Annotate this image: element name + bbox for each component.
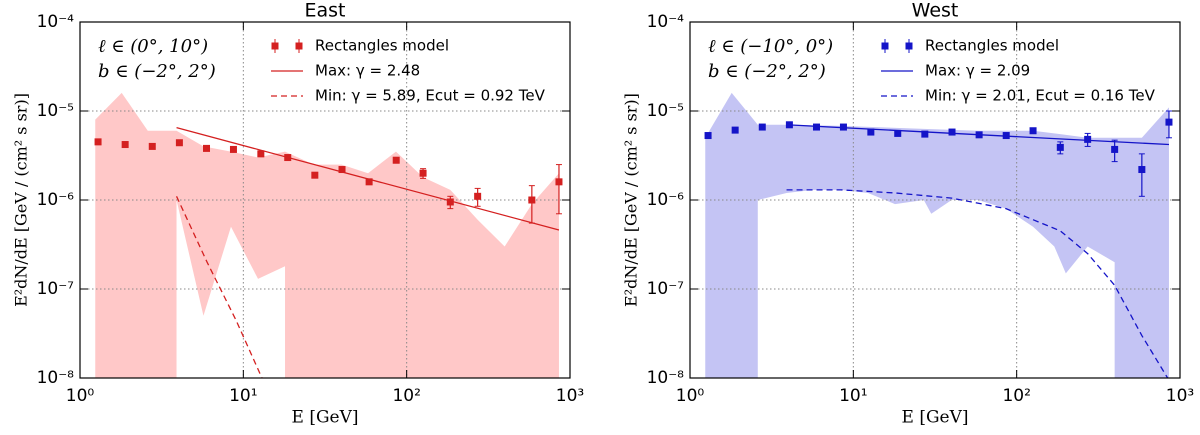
y-tick-label: 10⁻⁷ — [647, 279, 685, 299]
data-point — [921, 130, 929, 138]
data-point — [1138, 166, 1146, 174]
data-point — [867, 128, 875, 136]
y-tick-label: 10⁻⁵ — [37, 101, 74, 121]
y-tick-label: 10⁻⁶ — [647, 190, 685, 210]
y-axis-label: E²dN/dE [GeV / (cm² s sr)] — [12, 93, 31, 307]
panel: 10⁰ 10¹ 10² 10³ 10⁻⁸ 10⁻⁷ 10⁻⁶ 10⁻⁵ 10⁻⁴ Rectangl… — [622, 0, 1195, 428]
x-tick-label: 10⁰ — [676, 386, 705, 406]
y-tick-label: 10⁻⁷ — [37, 279, 75, 299]
data-point — [175, 139, 183, 147]
data-point — [1111, 145, 1119, 153]
data-point — [1165, 118, 1173, 126]
annotation: b ∈ (−2°, 2°) — [98, 61, 216, 82]
x-axis-label: E [GeV] — [902, 408, 969, 428]
legend-label: Rectangles model — [925, 37, 1059, 55]
legend-label: Rectangles model — [315, 37, 449, 55]
model-line — [176, 127, 560, 231]
y-tick-label: 10⁻⁸ — [647, 368, 685, 388]
y-tick-label: 10⁻⁶ — [37, 190, 75, 210]
x-tick-label: 10⁰ — [66, 386, 95, 406]
x-tick-label: 10³ — [556, 386, 584, 406]
model-line — [786, 124, 1170, 146]
data-point — [1084, 135, 1092, 143]
legend-marker — [295, 42, 303, 50]
legend-marker — [905, 42, 913, 50]
annotation: ℓ ∈ (0°, 10°) — [98, 36, 208, 57]
legend-marker — [271, 42, 279, 50]
uncertainty-band — [705, 92, 1169, 378]
data-point — [257, 150, 265, 158]
y-tick-label: 10⁻⁵ — [647, 101, 684, 121]
chart-title: West — [912, 0, 959, 22]
y-axis-label: E²dN/dE [GeV / (cm² s sr)] — [622, 93, 641, 307]
annotation: ℓ ∈ (−10°, 0°) — [708, 36, 833, 57]
data-point — [229, 145, 237, 153]
chart-title: East — [305, 0, 346, 22]
data-point — [392, 156, 400, 164]
model-line — [175, 196, 263, 378]
y-tick-label: 10⁻⁴ — [647, 12, 685, 32]
data-point — [338, 166, 346, 174]
data-point — [894, 129, 902, 137]
data-point — [758, 123, 766, 131]
data-point — [1029, 127, 1037, 135]
data-point — [948, 128, 956, 136]
panel: 10⁰ 10¹ 10² 10³ 10⁻⁸ 10⁻⁷ 10⁻⁶ 10⁻⁵ 10⁻⁴ Rectangl… — [12, 0, 585, 428]
data-point — [148, 142, 156, 150]
x-tick-label: 10² — [392, 386, 420, 406]
data-point — [311, 171, 319, 179]
x-tick-label: 10¹ — [839, 386, 867, 406]
data-point — [474, 192, 482, 200]
annotation: b ∈ (−2°, 2°) — [708, 61, 826, 82]
legend-label: Max: γ = 2.09 — [925, 62, 1030, 80]
y-tick-label: 10⁻⁸ — [37, 368, 75, 388]
legend-label: Min: γ = 2.01, Ecut = 0.16 TeV — [925, 87, 1156, 105]
x-axis-label: E [GeV] — [292, 408, 359, 428]
data-point — [731, 126, 739, 134]
legend-marker — [881, 42, 889, 50]
plot-frame — [689, 21, 1181, 379]
data-point — [446, 198, 454, 206]
x-tick-label: 10² — [1002, 386, 1030, 406]
legend-label: Max: γ = 2.48 — [315, 62, 420, 80]
x-tick-label: 10¹ — [229, 386, 257, 406]
data-point — [555, 178, 563, 186]
plot-frame — [79, 21, 571, 379]
data-point — [94, 138, 102, 146]
data-point — [121, 141, 129, 149]
data-point — [839, 123, 847, 131]
data-point — [813, 123, 821, 131]
data-point — [419, 169, 427, 177]
uncertainty-band — [95, 92, 559, 378]
legend-label: Min: γ = 5.89, Ecut = 0.92 TeV — [315, 87, 546, 105]
x-tick-label: 10³ — [1166, 386, 1194, 406]
data-point — [1056, 143, 1064, 151]
model-line — [786, 189, 1169, 378]
data-point — [203, 144, 211, 152]
y-tick-label: 10⁻⁴ — [37, 12, 75, 32]
data-point — [704, 132, 712, 140]
data-point — [365, 178, 373, 186]
data-point — [528, 196, 536, 204]
